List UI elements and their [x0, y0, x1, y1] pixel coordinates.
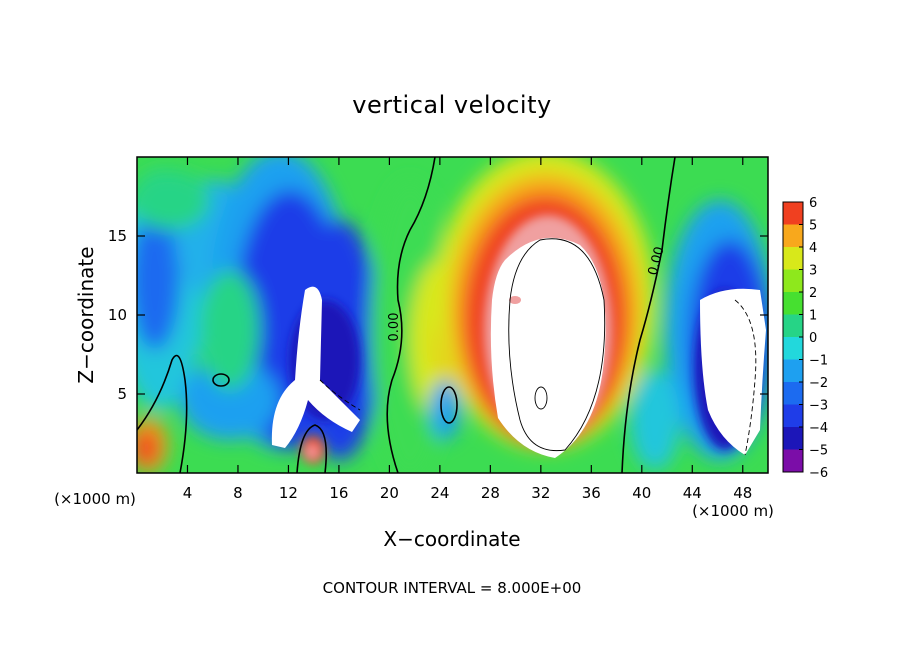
z-axis: 5 10 15: [108, 227, 768, 403]
colorbar-label: −1: [809, 354, 828, 369]
x-tick-label: 24: [430, 484, 449, 502]
x-tick-label: 4: [183, 484, 193, 502]
x-tick-label: 44: [683, 484, 702, 502]
x-tick-label: 40: [632, 484, 651, 502]
velocity-field: [137, 157, 768, 473]
colorbar-label: 1: [809, 309, 817, 324]
colorbar-swatch: [783, 449, 803, 472]
colorbar-swatch: [783, 224, 803, 247]
colorbar-label: 0: [809, 331, 817, 346]
chart-title: vertical velocity: [352, 91, 551, 119]
x-tick-label: 20: [380, 484, 399, 502]
colorbar-label: −2: [809, 376, 828, 391]
z-tick-label: 10: [108, 306, 127, 324]
colorbar-label: 3: [809, 264, 817, 279]
colorbar-swatch: [783, 292, 803, 315]
colorbar-label: −3: [809, 399, 828, 414]
x-tick-label: 32: [531, 484, 550, 502]
colorbar-swatch: [783, 337, 803, 360]
x-axis-label: X−coordinate: [383, 527, 520, 551]
colorbar-swatch: [783, 314, 803, 337]
contour-label: 0.00: [646, 245, 668, 277]
colorbar-swatch: [783, 202, 803, 225]
x-tick-label: 48: [733, 484, 752, 502]
colorbar-swatch: [783, 404, 803, 427]
colorbar-label: 4: [809, 241, 817, 256]
colorbar-label: −6: [809, 466, 828, 481]
x-tick-label: 8: [233, 484, 243, 502]
x-tick-label: 16: [329, 484, 348, 502]
z-tick-label: 15: [108, 227, 127, 245]
z-tick-label: 5: [117, 385, 127, 403]
x-axis: 4 8 12 16 20 24 28 32 36 40 44 48: [183, 157, 752, 502]
colorbar-label: −5: [809, 444, 828, 459]
x-unit-label-left: (×1000 m): [54, 490, 136, 508]
x-tick-label: 28: [481, 484, 500, 502]
colorbar-swatch: [783, 247, 803, 270]
colorbar-label: 2: [809, 286, 817, 301]
colorbar-label: −4: [809, 421, 828, 436]
contour-label: 0.00: [387, 313, 402, 342]
z-axis-label: Z−coordinate: [74, 246, 98, 383]
colorbar-swatch: [783, 269, 803, 292]
colorbar-swatch: [783, 427, 803, 450]
colorbar-swatch: [783, 382, 803, 405]
colorbar-label: 6: [809, 196, 817, 211]
colorbar-swatch: [783, 359, 803, 382]
x-tick-label: 36: [582, 484, 601, 502]
contour-interval-note: CONTOUR INTERVAL = 8.000E+00: [323, 579, 582, 597]
x-unit-label-right: (×1000 m): [692, 502, 774, 520]
x-tick-label: 12: [279, 484, 298, 502]
colorbar-label: 5: [809, 219, 817, 234]
colorbar: −6 −5 −4 −3 −2 −1 0 1 2 3 4 5 6: [782, 196, 828, 481]
